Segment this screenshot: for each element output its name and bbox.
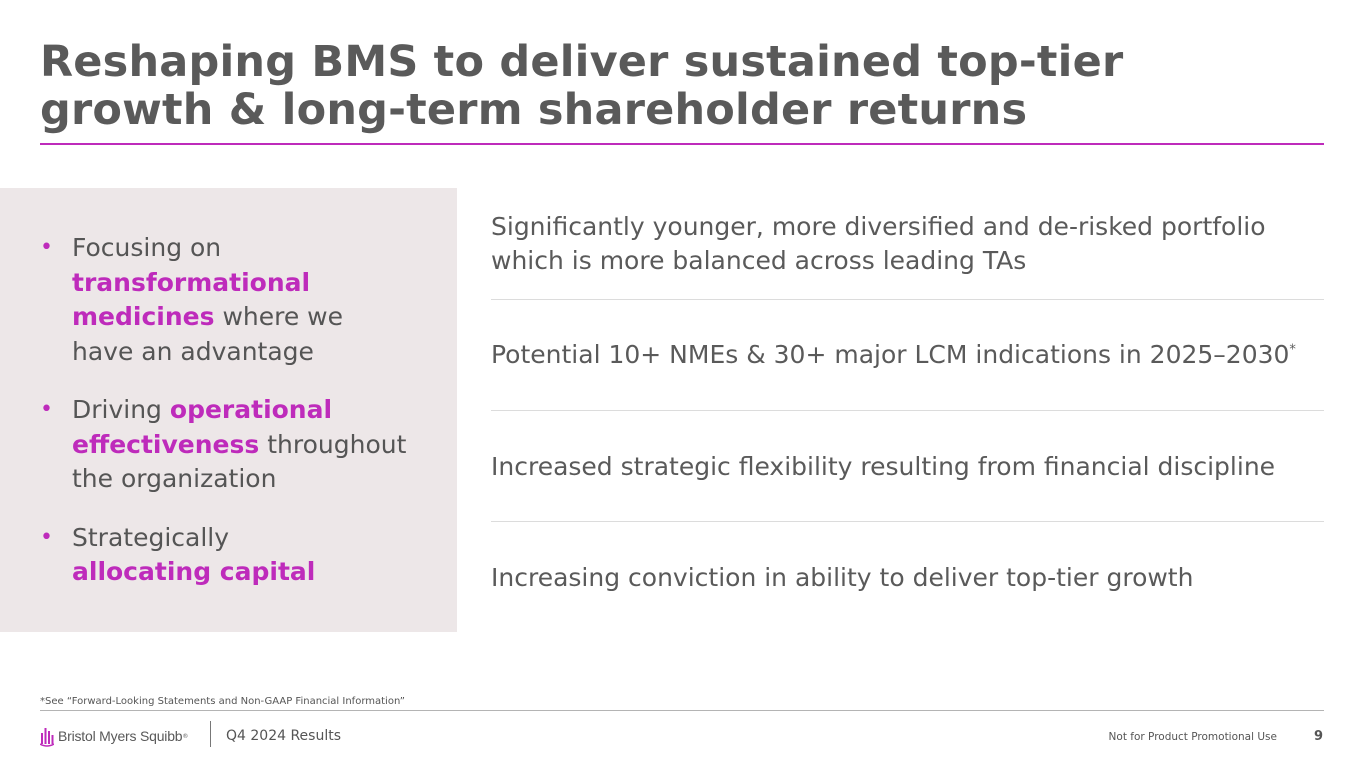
right-item-text: Increasing conviction in ability to deli… — [491, 563, 1194, 592]
right-item-text: Potential 10+ NMEs & 30+ major LCM indic… — [491, 340, 1290, 369]
footnote: *See “Forward-Looking Statements and Non… — [40, 696, 405, 707]
right-item-nmes: Potential 10+ NMEs & 30+ major LCM indic… — [491, 338, 1324, 372]
right-item-conviction: Increasing conviction in ability to deli… — [491, 561, 1324, 595]
logo-text: Bristol Myers Squibb — [58, 728, 183, 744]
right-item-text: Increased strategic flexibility resultin… — [491, 452, 1276, 481]
right-item-portfolio: Significantly younger, more diversified … — [491, 210, 1324, 278]
divider — [491, 299, 1324, 300]
bullet-list: • Focusing on transformational medicines … — [40, 231, 435, 614]
bullet-item-allocating-capital: • Strategically allocating capital — [40, 521, 435, 590]
bullet-highlight: transformational medicines — [72, 267, 311, 332]
footer-separator — [210, 721, 211, 747]
footer-rule — [40, 710, 1324, 711]
logo-registered-mark: ® — [182, 732, 189, 740]
bullet-text-pre: Driving — [72, 395, 170, 424]
bullet-dot-icon: • — [40, 524, 53, 550]
slide-title: Reshaping BMS to deliver sustained top-t… — [40, 37, 1124, 135]
right-item-flexibility: Increased strategic flexibility resultin… — [491, 450, 1324, 484]
disclaimer: Not for Product Promotional Use — [1108, 731, 1277, 743]
bullet-text-post: throughout the organization — [72, 429, 407, 494]
bullet-text-post: where we have an advantage — [72, 302, 344, 366]
bullet-highlight: operational effectiveness — [72, 395, 333, 459]
bullet-text-pre: Focusing on — [72, 233, 222, 262]
right-item-text: Significantly younger, more diversified … — [491, 212, 1266, 275]
divider — [491, 521, 1324, 522]
bullet-dot-icon: • — [40, 397, 53, 422]
bullet-highlight: allocating capital — [72, 557, 316, 586]
left-panel — [0, 188, 457, 632]
bullet-text-pre: Strategically — [72, 522, 230, 552]
page-number: 9 — [1313, 729, 1323, 744]
bullet-item-transformational-medicines: • Focusing on transformational medicines … — [40, 231, 435, 369]
bms-logo-icon — [40, 728, 54, 747]
title-underline — [40, 143, 1324, 145]
bullet-item-operational-effectiveness: • Driving operational effectiveness throu… — [40, 393, 435, 497]
company-logo: Bristol Myers Squibb ® — [40, 724, 188, 748]
footnote-marker: * — [1289, 342, 1296, 358]
report-label: Q4 2024 Results — [226, 728, 342, 744]
divider — [491, 410, 1324, 411]
bullet-dot-icon: • — [40, 235, 53, 260]
